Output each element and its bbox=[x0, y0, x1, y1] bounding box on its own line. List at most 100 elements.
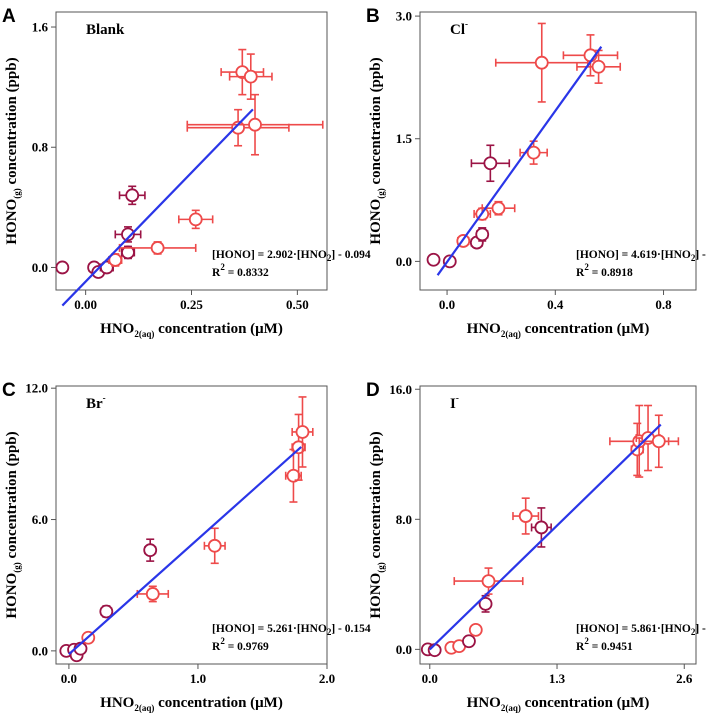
data-marker bbox=[526, 145, 541, 160]
data-marker bbox=[462, 634, 476, 649]
data-point bbox=[452, 639, 467, 654]
fit-equation: [HONO] = 5.861·[HNO2] - 0.006 bbox=[576, 623, 706, 637]
x-tick-label: 2.0 bbox=[319, 671, 335, 686]
data-point bbox=[456, 234, 471, 248]
data-point bbox=[470, 144, 511, 183]
data-point bbox=[108, 253, 123, 267]
data-marker bbox=[207, 538, 222, 553]
data-point bbox=[562, 34, 619, 77]
y-tick-label: 16.0 bbox=[389, 382, 412, 397]
data-point bbox=[291, 413, 306, 481]
x-tick-label: 0.00 bbox=[74, 297, 97, 312]
panel-letter: B bbox=[366, 6, 380, 27]
y-tick-label: 1.6 bbox=[32, 20, 49, 35]
panel-letter: D bbox=[366, 380, 380, 401]
data-point bbox=[99, 604, 114, 619]
data-point bbox=[291, 396, 314, 468]
panel-title: I- bbox=[450, 393, 459, 412]
y-tick-label: 3.0 bbox=[396, 9, 412, 24]
x-tick-label: 0.50 bbox=[286, 297, 309, 312]
panel-title: Cl- bbox=[450, 19, 468, 38]
x-tick-label: 1.3 bbox=[549, 671, 566, 686]
fit-line bbox=[61, 108, 254, 307]
data-marker bbox=[426, 252, 441, 267]
data-point bbox=[118, 241, 197, 255]
data-point bbox=[220, 48, 265, 96]
x-axis-label: HNO2(aq) concentration (μM) bbox=[467, 321, 650, 339]
data-marker bbox=[143, 543, 158, 558]
data-point bbox=[120, 245, 136, 260]
data-marker bbox=[108, 253, 123, 267]
panel-letter: A bbox=[2, 6, 16, 27]
panel-a: A 0.00 0.25 0.50 0.0 0.8 1.6 HNO2(aq) concentra… bbox=[2, 6, 371, 339]
data-point bbox=[186, 93, 324, 156]
x-tick-label: 0.0 bbox=[439, 297, 455, 312]
y-axis-label: HONO(g) concentration (ppb) bbox=[368, 431, 386, 618]
plot-frame bbox=[419, 11, 697, 291]
y-tick-label: 0.0 bbox=[32, 643, 48, 658]
y-axis-label: HONO(g) concentration (ppb) bbox=[4, 431, 22, 618]
fit-line bbox=[68, 446, 302, 656]
y-tick-label: 12.0 bbox=[25, 381, 48, 396]
y-tick-label: 0.0 bbox=[396, 642, 412, 657]
x-tick-label: 0.25 bbox=[180, 297, 203, 312]
x-tick-label: 2.6 bbox=[676, 671, 693, 686]
data-point bbox=[284, 448, 302, 503]
data-marker bbox=[651, 434, 666, 449]
x-axis-label: HNO2(aq) concentration (μM) bbox=[467, 695, 650, 713]
data-point bbox=[114, 226, 142, 243]
data-marker bbox=[125, 188, 140, 203]
panel-c: C 0.0 1.0 2.0 0.0 6.0 12.0 HNO2(aq) concentrati… bbox=[2, 380, 371, 713]
plot-frame bbox=[55, 385, 328, 665]
y-tick-label: 6.0 bbox=[32, 512, 48, 527]
y-tick-label: 0.8 bbox=[32, 140, 49, 155]
data-marker bbox=[591, 59, 606, 74]
x-tick-label: 1.0 bbox=[190, 671, 206, 686]
data-marker bbox=[248, 117, 262, 132]
data-marker bbox=[99, 604, 114, 619]
data-marker bbox=[483, 156, 498, 171]
data-marker bbox=[295, 425, 310, 439]
data-point bbox=[426, 252, 441, 267]
y-axis-label: HONO(g) concentration (ppb) bbox=[4, 57, 22, 244]
data-point bbox=[512, 497, 540, 535]
data-marker bbox=[188, 212, 203, 227]
data-point bbox=[494, 22, 589, 103]
data-point bbox=[228, 53, 273, 100]
data-marker bbox=[243, 69, 258, 84]
y-axis-label: HONO(g) concentration (ppb) bbox=[368, 57, 386, 244]
data-marker bbox=[478, 596, 493, 611]
y-tick-label: 8.0 bbox=[396, 512, 412, 527]
data-marker bbox=[291, 440, 306, 455]
data-marker bbox=[518, 509, 533, 523]
y-tick-label: 1.5 bbox=[396, 131, 413, 146]
panel-title: Blank bbox=[86, 22, 125, 38]
r-squared: R2 = 0.8918 bbox=[576, 262, 633, 279]
data-point bbox=[118, 185, 146, 206]
data-marker bbox=[491, 201, 506, 216]
data-marker bbox=[286, 468, 301, 483]
x-axis-label: HNO2(aq) concentration (μM) bbox=[100, 695, 283, 713]
data-marker bbox=[481, 574, 496, 588]
x-tick-label: 0.8 bbox=[655, 297, 672, 312]
fit-line bbox=[436, 46, 603, 276]
data-point bbox=[468, 622, 483, 637]
fit-line bbox=[429, 423, 662, 651]
fit-equation: [HONO] = 5.261·[HNO2] - 0.154 bbox=[212, 623, 371, 637]
data-marker bbox=[534, 520, 549, 535]
r-squared: R2 = 0.9451 bbox=[576, 636, 633, 653]
x-tick-label: 0.4 bbox=[547, 297, 564, 312]
data-marker bbox=[150, 241, 165, 255]
r-squared: R2 = 0.9769 bbox=[212, 636, 269, 653]
x-tick-label: 0.0 bbox=[422, 671, 438, 686]
data-point bbox=[630, 422, 645, 477]
data-marker bbox=[442, 254, 457, 269]
x-tick-label: 0.0 bbox=[61, 671, 77, 686]
panel-letter: C bbox=[2, 380, 16, 401]
data-marker bbox=[475, 227, 490, 242]
panel-d: D 0.0 1.3 2.6 0.0 8.0 16.0 HNO2(aq) concentrati… bbox=[366, 380, 706, 713]
data-point bbox=[530, 507, 552, 548]
data-marker bbox=[468, 622, 483, 637]
